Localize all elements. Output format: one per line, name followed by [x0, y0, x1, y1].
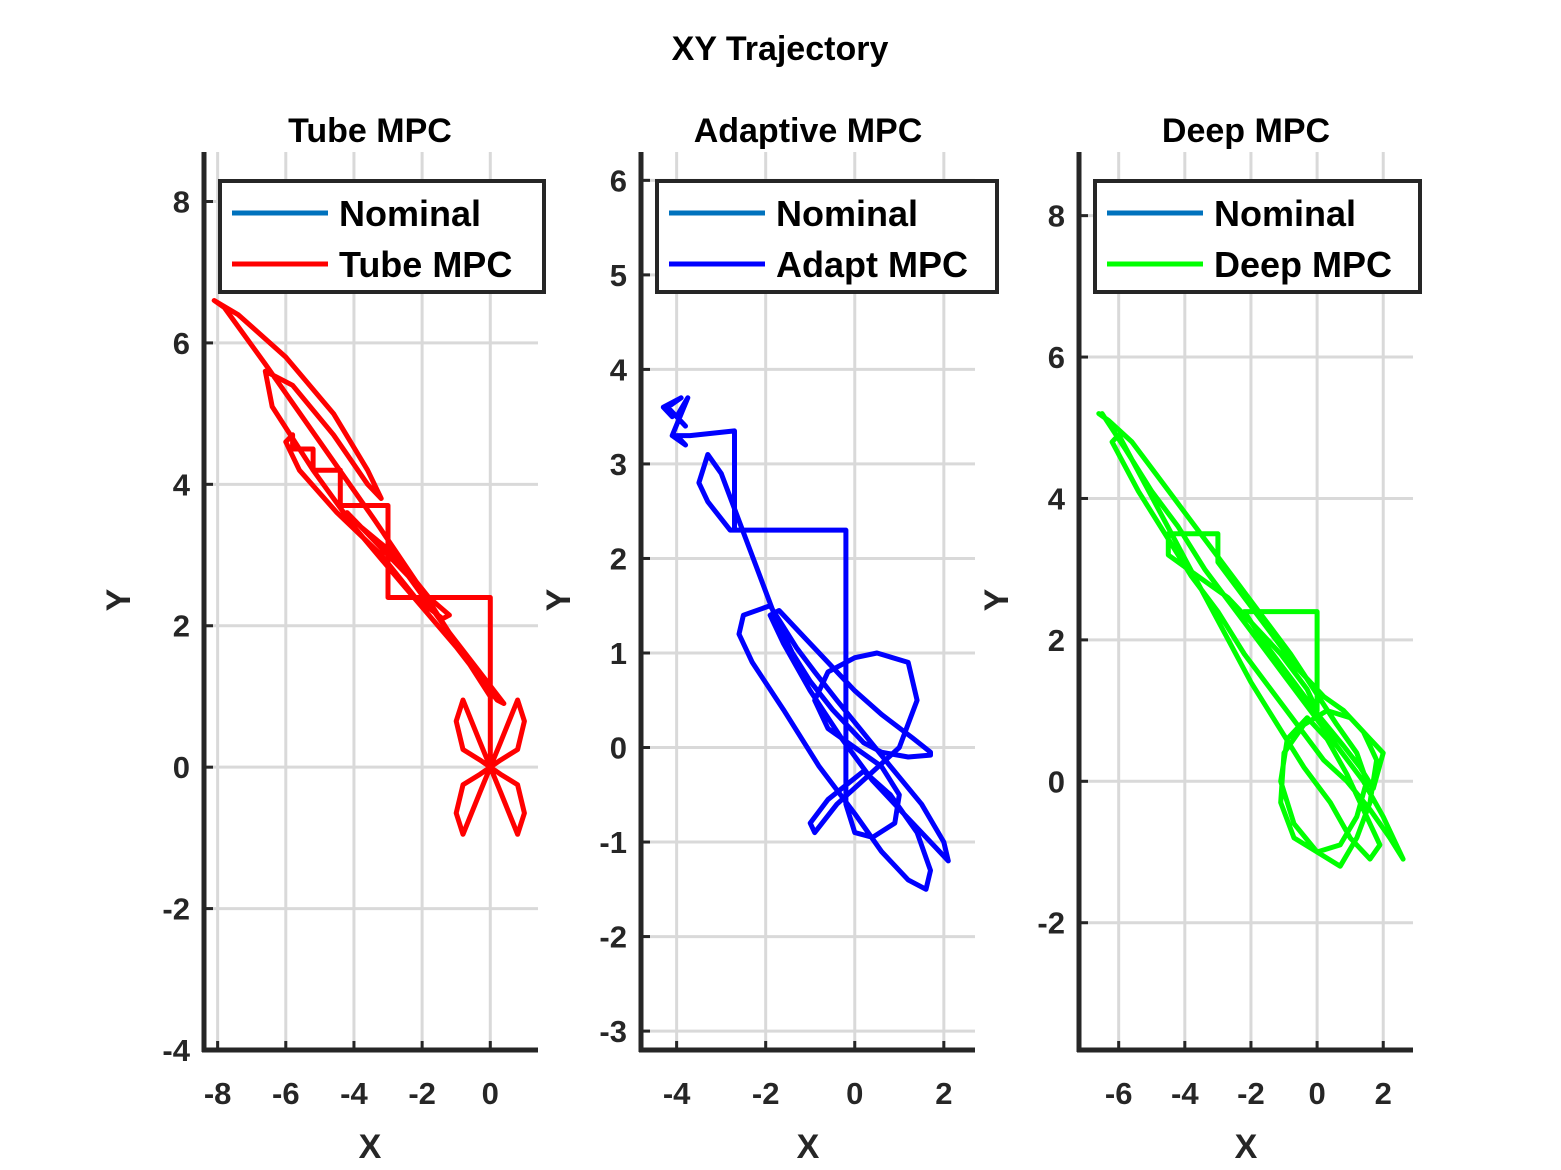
axes: -4 -2 0 2 -3 -2 -1 0 1 2 3 4 5 6 — [599, 152, 975, 1111]
y-tick-label: -2 — [162, 892, 190, 927]
y-tick-label: 6 — [173, 326, 190, 361]
legend-label: Adapt MPC — [776, 244, 968, 285]
y-tick-label: 6 — [1048, 340, 1065, 375]
y-tick-label: -1 — [599, 825, 627, 860]
y-tick-label: 5 — [610, 258, 627, 293]
y-tick-label: 0 — [1048, 764, 1065, 799]
y-tick-label: 2 — [610, 541, 627, 576]
y-tick-label: 1 — [610, 636, 627, 671]
y-tick-label: 0 — [173, 750, 190, 785]
x-tick-label: -6 — [1105, 1076, 1133, 1111]
x-tick-label: 2 — [935, 1076, 952, 1111]
y-axis-label: Y — [978, 588, 1016, 611]
x-tick-label: -4 — [1171, 1076, 1199, 1111]
y-tick-label: 4 — [173, 467, 191, 502]
legend-label: Deep MPC — [1214, 244, 1392, 285]
series-lines — [211, 298, 527, 837]
y-tick-label: -2 — [599, 920, 627, 955]
x-tick-label: 2 — [1375, 1076, 1392, 1111]
legend-box — [1093, 179, 1422, 294]
y-axis-label: Y — [540, 588, 578, 611]
series-line-deep-mpc — [1096, 411, 1406, 869]
x-tick-label: 0 — [846, 1076, 863, 1111]
y-tick-label: -2 — [1037, 906, 1065, 941]
x-tick-label: -2 — [408, 1076, 436, 1111]
subplot-deep-mpc: Deep MPC X Y -6 -4 -2 0 2 -2 0 2 4 6 8 Nominal Deep … — [978, 112, 1422, 1166]
y-tick-label: 4 — [610, 352, 628, 387]
x-tick-label: -4 — [340, 1076, 368, 1111]
subplot-title: Adaptive MPC — [694, 112, 923, 150]
x-tick-label: 0 — [1308, 1076, 1325, 1111]
x-axis-label: X — [797, 1128, 820, 1166]
x-tick-label: -6 — [272, 1076, 300, 1111]
legend-box — [218, 179, 546, 294]
y-tick-label: 0 — [610, 731, 627, 766]
y-tick-label: 8 — [1048, 199, 1065, 234]
subplot-adaptive-mpc: Adaptive MPC X Y -4 -2 0 2 -3 -2 -1 0 1 2 3 4 5 6 Nomi… — [540, 112, 999, 1166]
y-tick-label: 6 — [610, 163, 627, 198]
legend-box — [655, 179, 999, 294]
legend-label: Nominal — [339, 193, 481, 234]
y-tick-label: 2 — [173, 609, 190, 644]
x-tick-label: -2 — [752, 1076, 780, 1111]
x-tick-label: -4 — [663, 1076, 691, 1111]
axes: -8 -6 -4 -2 0 -4 -2 0 2 4 6 8 — [162, 152, 538, 1111]
subplot-tube-mpc: Tube MPC X Y -8 -6 -4 -2 0 -4 -2 0 2 4 6 8 Nominal Tu… — [100, 112, 546, 1166]
legend: Nominal Adapt MPC — [655, 179, 999, 294]
legend: Nominal Deep MPC — [1093, 179, 1422, 294]
y-tick-label: 2 — [1048, 623, 1065, 658]
subplot-title: Deep MPC — [1162, 112, 1330, 150]
x-axis-label: X — [359, 1128, 382, 1166]
series-lines — [1096, 411, 1406, 869]
subplot-title: Tube MPC — [288, 112, 452, 150]
x-tick-label: -8 — [204, 1076, 232, 1111]
x-tick-label: 0 — [482, 1076, 499, 1111]
axes: -6 -4 -2 0 2 -2 0 2 4 6 8 — [1037, 152, 1413, 1111]
y-tick-label: 3 — [610, 447, 627, 482]
x-tick-label: -2 — [1237, 1076, 1265, 1111]
legend-label: Tube MPC — [339, 244, 512, 285]
legend: Nominal Tube MPC — [218, 179, 546, 294]
series-line-adapt-mpc — [660, 395, 951, 892]
y-tick-label: -3 — [599, 1014, 627, 1049]
figure-title: XY Trajectory — [672, 30, 889, 68]
y-tick-label: 8 — [173, 184, 190, 219]
legend-label: Nominal — [1214, 193, 1356, 234]
series-line-tube-mpc — [211, 298, 527, 837]
y-tick-label: -4 — [162, 1033, 190, 1068]
series-lines — [660, 395, 951, 892]
y-axis-label: Y — [100, 588, 138, 611]
legend-label: Nominal — [776, 193, 918, 234]
y-tick-label: 4 — [1048, 481, 1066, 516]
x-axis-label: X — [1235, 1128, 1258, 1166]
